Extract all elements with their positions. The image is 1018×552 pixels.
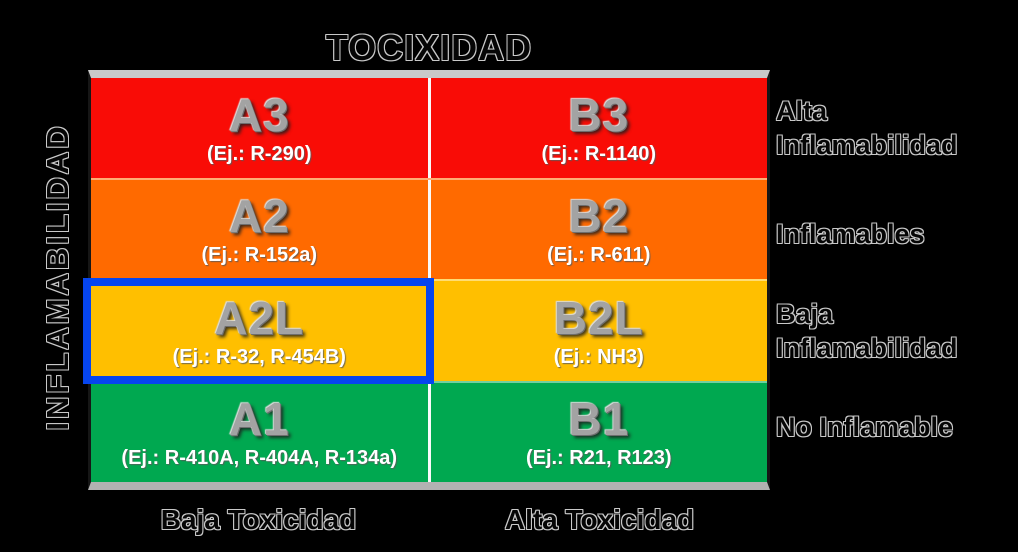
cell-example: (Ej.: R-410A, R-404A, R-134a) [121, 447, 398, 470]
right-label-line: No Inflamable [776, 412, 954, 442]
cell-b1: B1 (Ej.: R21, R123) [431, 383, 768, 483]
right-label-line: Alta [776, 96, 828, 126]
cell-code: B1 [568, 393, 630, 446]
right-label-no-inflamable: No Inflamable [776, 410, 1018, 444]
right-label-line: Inflamabilidad [776, 333, 958, 363]
cell-example: (Ej.: R-290) [207, 142, 312, 165]
cell-example: (Ej.: R21, R123) [525, 447, 672, 470]
right-label-inflamables: Inflamables [776, 217, 1018, 251]
right-label-alta-inflamabilidad: Alta Inflamabilidad [776, 94, 1018, 162]
cell-b2: B2 (Ej.: R-611) [431, 180, 768, 280]
x-axis-title: TOCIXIDAD [325, 27, 533, 68]
cell-example: (Ej.: R-32, R-454B) [172, 345, 346, 368]
cell-code: B2L [553, 291, 644, 344]
cell-a1: A1 (Ej.: R-410A, R-404A, R-134a) [91, 382, 431, 482]
cell-example: (Ej.: NH3) [553, 345, 644, 368]
cell-code: A3 [228, 88, 290, 141]
cell-example: (Ej.: R-1140) [541, 142, 656, 165]
cell-code: A1 [228, 393, 290, 446]
cell-b2l: B2L (Ej.: NH3) [431, 281, 768, 381]
a2l-highlight-box [83, 278, 434, 384]
cell-code: A2L [214, 291, 305, 344]
right-label-line: Inflamables [776, 219, 925, 249]
cell-a2: A2 (Ej.: R-152a) [91, 179, 431, 279]
cell-example: (Ej.: R-152a) [201, 244, 318, 267]
cell-code: B3 [568, 88, 630, 141]
matrix-row-high-flammability: A3 (Ej.: R-290) B3 (Ej.: R-1140) [91, 78, 767, 178]
cell-example: (Ej.: R-611) [547, 244, 651, 267]
y-axis-title: INFLAMABILIDAD [40, 123, 75, 431]
matrix-row-non-flammable: A1 (Ej.: R-410A, R-404A, R-134a) B1 (Ej.… [91, 380, 768, 483]
bottom-label-baja-toxicidad: Baja Toxicidad [160, 504, 357, 535]
right-label-line: Baja [776, 299, 834, 329]
cell-code: A2 [228, 190, 290, 243]
cell-a3: A3 (Ej.: R-290) [91, 78, 431, 178]
bottom-label-alta-toxicidad: Alta Toxicidad [504, 504, 695, 535]
cell-b3: B3 (Ej.: R-1140) [431, 78, 768, 178]
right-label-line: Inflamabilidad [776, 130, 958, 160]
matrix-row-flammable: A2 (Ej.: R-152a) B2 (Ej.: R-611) [91, 177, 768, 280]
right-label-baja-inflamabilidad: Baja Inflamabilidad [776, 297, 1018, 365]
cell-code: B2 [568, 190, 630, 243]
